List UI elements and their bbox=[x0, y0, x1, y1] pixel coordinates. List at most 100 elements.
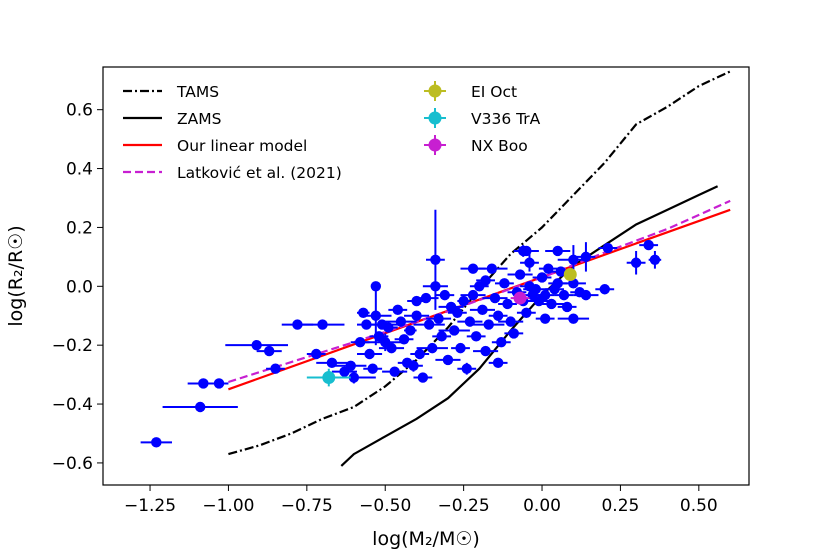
sample-data-point bbox=[502, 298, 513, 310]
sample-data-point bbox=[348, 372, 360, 383]
x-axis-ticks: −1.25 −1.00 −0.75 −0.50 −0.25 0.00 0.25 0.50 bbox=[124, 485, 718, 516]
sample-data-point bbox=[264, 345, 275, 357]
sample-data-point bbox=[455, 342, 466, 354]
legend-item-zams: ZAMS bbox=[123, 110, 221, 128]
legend-label: Latković et al. (2021) bbox=[177, 164, 342, 182]
plot-area bbox=[103, 67, 749, 485]
sample-data-point bbox=[499, 278, 510, 289]
legend-item-our-linear-model: Our linear model bbox=[123, 137, 307, 155]
sample-data-point bbox=[599, 284, 610, 295]
sample-data-point bbox=[489, 292, 501, 304]
y-tick-label: 0.4 bbox=[66, 160, 93, 180]
nx-boo-data-point bbox=[513, 291, 527, 305]
y-axis-ticks: −0.6 −0.4 −0.2 0.0 0.2 0.4 0.6 bbox=[52, 101, 103, 474]
sample-data-point bbox=[405, 325, 416, 336]
sample-data-point bbox=[483, 319, 494, 330]
sample-data-point bbox=[477, 304, 488, 316]
plot-frame bbox=[102, 66, 750, 486]
legend-item-tams: TAMS bbox=[123, 83, 219, 101]
sample-data-point bbox=[414, 348, 425, 360]
legend-item-v336-tra: V336 TrA bbox=[424, 108, 541, 128]
sample-data-point bbox=[311, 348, 322, 360]
legend-label: TAMS bbox=[176, 83, 219, 101]
sample-data-point bbox=[398, 334, 410, 345]
sample-data-point bbox=[480, 345, 491, 357]
sample-data-point bbox=[370, 310, 382, 321]
sample-data-point bbox=[370, 281, 382, 292]
legend-item-ei-oct: EI Oct bbox=[424, 81, 517, 101]
sample-data-point bbox=[461, 363, 472, 374]
sample-data-point bbox=[536, 272, 548, 283]
sample-data-point bbox=[317, 319, 328, 330]
sample-data-point bbox=[580, 289, 592, 301]
sample-data-point bbox=[480, 275, 491, 286]
x-tick-label: −0.75 bbox=[281, 496, 333, 516]
sample-data-point bbox=[213, 378, 225, 389]
sample-data-point bbox=[251, 339, 262, 351]
x-tick-label: 0.00 bbox=[523, 496, 561, 516]
sample-data-point bbox=[386, 342, 397, 354]
sample-data-point bbox=[270, 363, 281, 374]
sample-data-point bbox=[427, 342, 438, 354]
sample-data-point bbox=[508, 328, 520, 339]
sample-data-point bbox=[467, 289, 479, 301]
sample-data-point bbox=[354, 337, 366, 348]
legend-label: Our linear model bbox=[177, 137, 307, 155]
sample-data-point bbox=[464, 316, 476, 327]
sample-data-point bbox=[364, 348, 375, 360]
sample-data-point bbox=[292, 319, 303, 330]
y-tick-label: 0.2 bbox=[66, 218, 93, 238]
x-axis-label: log(M₂/M☉) bbox=[372, 528, 480, 550]
legend-swatch-marker bbox=[428, 111, 442, 125]
sample-data-point bbox=[392, 304, 403, 316]
x-tick-label: −0.25 bbox=[438, 496, 490, 516]
y-tick-label: −0.4 bbox=[52, 395, 93, 415]
sample-data-point bbox=[486, 263, 498, 274]
ei-oct-data-point bbox=[563, 268, 577, 282]
x-tick-label: −1.00 bbox=[202, 496, 254, 516]
sample-data-point bbox=[546, 298, 557, 310]
legend-swatch-marker bbox=[428, 138, 442, 152]
sample-data-point bbox=[505, 316, 516, 327]
sample-data-point bbox=[530, 284, 541, 295]
sample-data-point bbox=[395, 316, 407, 327]
legend: TAMS ZAMS Our linear model Latković et al. … bbox=[123, 81, 541, 182]
y-tick-label: 0.6 bbox=[66, 101, 93, 121]
sample-data-point bbox=[195, 401, 206, 413]
sample-data-point bbox=[198, 378, 209, 389]
data-points bbox=[140, 209, 662, 448]
sample-data-point bbox=[417, 372, 429, 383]
sample-data-point bbox=[439, 289, 451, 301]
sample-data-point bbox=[467, 263, 479, 274]
y-tick-label: −0.2 bbox=[52, 336, 93, 356]
y-tick-label: −0.6 bbox=[52, 454, 93, 474]
sample-data-point bbox=[568, 254, 579, 266]
sample-data-point bbox=[514, 269, 526, 280]
sample-data-point bbox=[420, 292, 432, 304]
legend-label: NX Boo bbox=[471, 137, 528, 155]
sample-data-point bbox=[326, 357, 338, 369]
sample-data-point bbox=[411, 310, 422, 321]
legend-item-nx-boo: NX Boo bbox=[424, 135, 528, 155]
sample-data-point bbox=[561, 301, 573, 313]
legend-label: V336 TrA bbox=[471, 110, 541, 128]
sample-data-point bbox=[367, 363, 378, 374]
sample-data-point bbox=[442, 354, 454, 366]
sample-data-point bbox=[643, 239, 654, 251]
sample-data-point bbox=[552, 278, 563, 289]
x-tick-label: 0.25 bbox=[601, 496, 639, 516]
sample-data-point bbox=[492, 310, 504, 321]
sample-data-point bbox=[580, 251, 592, 263]
x-tick-label: 0.50 bbox=[680, 496, 718, 516]
legend-label: EI Oct bbox=[471, 83, 517, 101]
sample-data-point bbox=[458, 295, 469, 307]
v336-tra-data-point bbox=[322, 371, 336, 385]
y-tick-label: 0.0 bbox=[66, 277, 93, 297]
x-tick-label: −0.50 bbox=[359, 496, 411, 516]
sample-data-point bbox=[492, 357, 504, 369]
sample-data-point bbox=[151, 437, 162, 448]
x-tick-label: −1.25 bbox=[124, 496, 176, 516]
sample-data-point bbox=[430, 254, 441, 266]
y-axis-label: log(R₂/R☉) bbox=[5, 225, 27, 326]
